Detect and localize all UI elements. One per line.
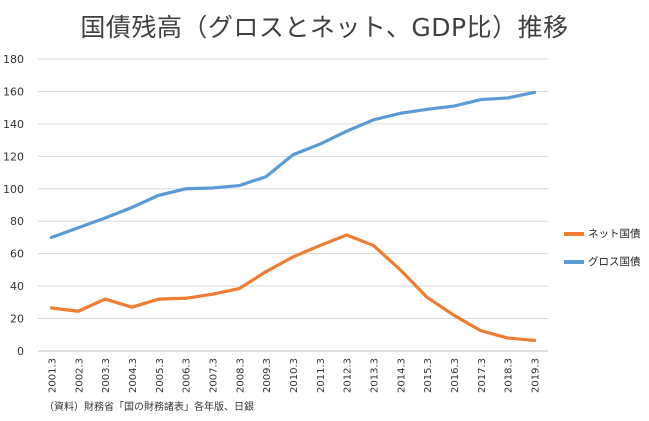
- x-axis-ticks: 2001.3 2002.3 2003.3 2004.3 2005.3 2006.3 2007…: [47, 358, 541, 393]
- x-tick-label: 2002.3: [74, 358, 85, 393]
- y-tick-label: 180: [3, 53, 24, 66]
- y-tick-label: 0: [17, 345, 24, 358]
- x-tick-label: 2008.3: [235, 358, 246, 393]
- series-line-gross: [49, 90, 537, 240]
- y-tick-label: 120: [3, 150, 24, 163]
- legend-swatch-gross: [564, 259, 584, 264]
- x-tick-label: 2007.3: [208, 358, 219, 393]
- legend-swatch-net: [564, 231, 584, 236]
- source-note: （資料）財務省「国の財務諸表」各年版、日銀: [44, 402, 254, 413]
- x-tick-label: 2010.3: [289, 358, 300, 393]
- x-tick-label: 2016.3: [450, 358, 461, 393]
- x-tick-label: 2017.3: [477, 358, 488, 393]
- x-tick-label: 2018.3: [504, 358, 515, 393]
- gridlines: [38, 58, 548, 352]
- y-tick-label: 20: [10, 313, 24, 326]
- series-lines: [49, 90, 537, 343]
- y-tick-label: 60: [10, 248, 24, 261]
- y-tick-label: 100: [3, 183, 24, 196]
- y-axis-ticks: 0 20 40 60 80 100 120 140 160 180: [3, 53, 24, 358]
- y-tick-label: 140: [3, 118, 24, 131]
- x-tick-label: 2001.3: [47, 358, 58, 393]
- x-tick-label: 2013.3: [370, 358, 381, 393]
- x-tick-label: 2009.3: [262, 358, 273, 393]
- x-tick-label: 2012.3: [343, 358, 354, 393]
- x-tick-label: 2015.3: [423, 358, 434, 393]
- y-tick-label: 160: [3, 85, 24, 98]
- y-tick-label: 40: [10, 280, 24, 293]
- chart-title: 国債残高（グロスとネット、GDP比）推移: [80, 13, 569, 42]
- x-tick-label: 2003.3: [101, 358, 112, 393]
- x-tick-label: 2005.3: [155, 358, 166, 393]
- x-tick-label: 2019.3: [531, 358, 542, 393]
- legend-item-net: ネット国債: [564, 226, 641, 241]
- x-tick-label: 2014.3: [396, 358, 407, 393]
- legend-item-gross: グロス国債: [564, 254, 641, 269]
- series-line-net: [49, 233, 537, 343]
- legend-label-gross: グロス国債: [588, 256, 641, 268]
- x-tick-label: 2011.3: [316, 358, 327, 393]
- x-tick-label: 2006.3: [182, 358, 193, 393]
- y-tick-label: 80: [10, 215, 24, 228]
- x-tick-label: 2004.3: [128, 358, 139, 393]
- legend-label-net: ネット国債: [588, 228, 641, 240]
